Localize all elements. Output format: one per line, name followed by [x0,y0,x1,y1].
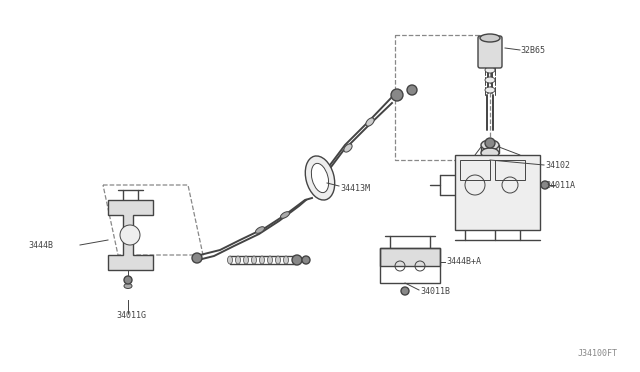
Ellipse shape [252,256,257,264]
Circle shape [120,225,140,245]
Ellipse shape [366,118,374,126]
Text: 32B65: 32B65 [520,45,545,55]
Ellipse shape [305,156,335,200]
Bar [380,248,440,283]
Bar [460,160,490,180]
Ellipse shape [311,163,329,193]
Ellipse shape [485,57,495,63]
Ellipse shape [344,144,352,152]
Ellipse shape [275,256,280,264]
Text: 34413M: 34413M [340,183,370,192]
Bar [495,160,525,180]
Ellipse shape [280,212,289,218]
Circle shape [401,287,409,295]
Text: 3444B: 3444B [28,241,53,250]
Ellipse shape [236,256,241,264]
Ellipse shape [259,256,264,264]
Ellipse shape [481,148,499,158]
Polygon shape [108,200,153,270]
Circle shape [391,89,403,101]
Text: 34011B: 34011B [420,288,450,296]
Circle shape [541,181,549,189]
Ellipse shape [227,256,232,264]
Ellipse shape [124,283,132,289]
Ellipse shape [480,34,500,42]
Circle shape [124,276,132,284]
Ellipse shape [243,256,248,264]
Circle shape [192,253,202,263]
FancyBboxPatch shape [478,36,502,68]
Circle shape [485,138,495,148]
Text: 3444B+A: 3444B+A [446,257,481,266]
Ellipse shape [485,87,495,93]
Bar [380,248,440,266]
Bar [455,155,540,230]
Text: 34011A: 34011A [545,180,575,189]
Text: 34011G: 34011G [116,311,146,320]
Ellipse shape [268,256,273,264]
Ellipse shape [485,77,495,83]
Circle shape [407,85,417,95]
Text: 34102: 34102 [545,160,570,170]
Ellipse shape [255,227,264,233]
Ellipse shape [284,256,289,264]
Circle shape [292,255,302,265]
Text: J34100FT: J34100FT [578,349,618,358]
Circle shape [302,256,310,264]
Ellipse shape [485,67,495,73]
Ellipse shape [481,140,499,150]
